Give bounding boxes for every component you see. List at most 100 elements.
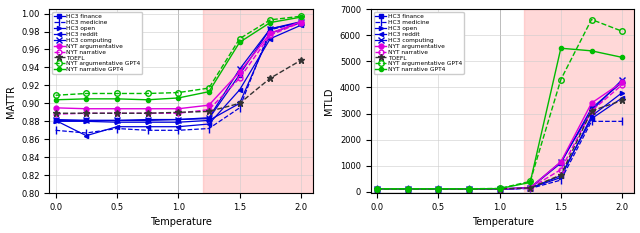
NYT narrative GPT4 (83, 97, 90, 100)
Legend: HC3 finance, HC3 medicine, HC3 open, HC3 reddit, HC3 computing, NYT argumentativ: HC3 finance, HC3 medicine, HC3 open, HC3… (52, 12, 142, 74)
HC3 medicine (266, 28, 274, 31)
HC3 finance (435, 188, 442, 191)
TOEFL (144, 112, 152, 115)
NYT argumentative GPT4 (113, 92, 121, 95)
NYT narrative GPT4 (266, 21, 274, 24)
HC3 medicine (297, 21, 305, 24)
HC3 reddit (236, 89, 243, 91)
HC3 medicine (618, 120, 626, 123)
Line: TOEFL: TOEFL (52, 57, 305, 117)
Line: NYT argumentative GPT4: NYT argumentative GPT4 (53, 14, 304, 98)
NYT argumentative GPT4 (144, 92, 152, 95)
NYT narrative GPT4 (113, 97, 121, 100)
NYT argumentative (588, 102, 595, 104)
NYT argumentative GPT4 (373, 187, 381, 190)
Line: NYT narrative GPT4: NYT narrative GPT4 (375, 46, 624, 191)
NYT argumentative (205, 104, 212, 106)
HC3 computing (83, 119, 90, 122)
NYT argumentative (465, 188, 473, 190)
NYT argumentative (557, 161, 564, 163)
HC3 medicine (495, 188, 503, 191)
HC3 open (236, 102, 243, 105)
HC3 computing (175, 118, 182, 121)
NYT narrative GPT4 (618, 56, 626, 59)
HC3 computing (236, 68, 243, 71)
NYT narrative GPT4 (52, 98, 60, 101)
HC3 open (144, 121, 152, 124)
HC3 computing (113, 119, 121, 122)
NYT argumentative GPT4 (83, 92, 90, 95)
HC3 open (113, 121, 121, 124)
HC3 reddit (465, 188, 473, 191)
TOEFL (465, 188, 473, 190)
TOEFL (526, 187, 534, 189)
TOEFL (373, 188, 381, 190)
Line: NYT narrative: NYT narrative (374, 82, 625, 192)
HC3 finance (404, 188, 412, 191)
HC3 computing (266, 27, 274, 30)
NYT argumentative (526, 186, 534, 189)
Line: HC3 finance: HC3 finance (375, 80, 624, 191)
HC3 finance (83, 119, 90, 122)
HC3 computing (435, 188, 442, 190)
HC3 reddit (526, 187, 534, 189)
NYT argumentative GPT4 (465, 187, 473, 190)
NYT argumentative GPT4 (495, 187, 503, 190)
HC3 finance (175, 118, 182, 121)
HC3 open (465, 188, 473, 191)
HC3 finance (297, 21, 305, 24)
HC3 finance (618, 81, 626, 84)
Y-axis label: MTLD: MTLD (324, 87, 334, 115)
Y-axis label: MATTR: MATTR (6, 85, 15, 118)
HC3 open (588, 115, 595, 117)
Legend: HC3 finance, HC3 medicine, HC3 open, HC3 reddit, HC3 computing, NYT argumentativ: HC3 finance, HC3 medicine, HC3 open, HC3… (374, 12, 463, 74)
TOEFL (495, 188, 503, 190)
NYT narrative (435, 188, 442, 191)
NYT narrative (297, 21, 305, 24)
Line: NYT argumentative: NYT argumentative (53, 19, 303, 111)
Line: NYT narrative: NYT narrative (53, 20, 303, 116)
NYT argumentative GPT4 (236, 37, 243, 40)
HC3 open (495, 188, 503, 191)
HC3 computing (618, 78, 626, 81)
HC3 open (435, 188, 442, 191)
TOEFL (83, 112, 90, 115)
Line: HC3 open: HC3 open (54, 21, 303, 124)
Line: HC3 reddit: HC3 reddit (54, 23, 303, 138)
HC3 medicine (373, 188, 381, 191)
HC3 medicine (404, 188, 412, 191)
NYT argumentative (144, 107, 152, 110)
TOEFL (266, 77, 274, 80)
NYT narrative (495, 188, 503, 190)
HC3 computing (557, 161, 564, 163)
HC3 reddit (435, 188, 442, 191)
NYT argumentative (495, 188, 503, 190)
HC3 reddit (83, 134, 90, 137)
HC3 reddit (144, 125, 152, 128)
NYT narrative (588, 110, 595, 112)
NYT narrative (175, 112, 182, 115)
HC3 open (297, 21, 305, 24)
HC3 computing (465, 188, 473, 190)
HC3 finance (373, 188, 381, 191)
NYT narrative GPT4 (495, 187, 503, 190)
NYT argumentative GPT4 (526, 180, 534, 183)
NYT argumentative (618, 81, 626, 84)
HC3 reddit (495, 188, 503, 190)
Line: HC3 finance: HC3 finance (54, 21, 303, 123)
TOEFL (588, 110, 595, 112)
HC3 open (205, 119, 212, 122)
NYT argumentative GPT4 (557, 78, 564, 81)
HC3 finance (495, 188, 503, 190)
HC3 open (175, 121, 182, 124)
NYT narrative GPT4 (404, 188, 412, 190)
HC3 finance (588, 107, 595, 110)
HC3 open (618, 91, 626, 94)
NYT argumentative (373, 188, 381, 190)
NYT argumentative GPT4 (588, 18, 595, 21)
NYT narrative GPT4 (236, 41, 243, 44)
NYT argumentative (83, 107, 90, 110)
TOEFL (205, 110, 212, 113)
NYT argumentative (297, 20, 305, 23)
HC3 open (266, 32, 274, 35)
